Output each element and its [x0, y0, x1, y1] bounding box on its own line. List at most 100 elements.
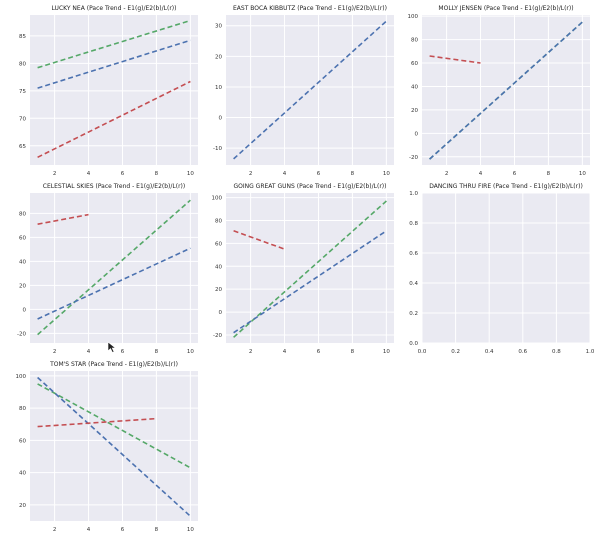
y-tick-label: 60 — [215, 241, 222, 247]
x-tick-label: 4 — [87, 349, 91, 355]
x-tick-label: 6 — [513, 171, 517, 177]
y-tick-label: 0.2 — [409, 311, 418, 317]
y-tick-label: 0.0 — [409, 341, 418, 347]
y-tick-label: 75 — [19, 89, 26, 95]
x-tick-label: 0.8 — [552, 349, 561, 355]
plot-area — [30, 15, 198, 165]
subplot-4: 2 4 6 8 10 -20 0 20 40 60 80 CELESTIAL SKIES (Pace … — [17, 183, 198, 355]
y-tick-label: 100 — [16, 374, 27, 380]
y-tick-label: 0.6 — [409, 251, 418, 257]
x-tick-label: 0.2 — [451, 349, 460, 355]
series-line-e1 — [37, 199, 191, 336]
x-tick-label: 2 — [249, 171, 253, 177]
x-tick-label: 8 — [155, 349, 159, 355]
y-tick-label: 70 — [19, 116, 26, 122]
x-tick-label: 10 — [187, 171, 194, 177]
x-tick-label: 10 — [579, 171, 586, 177]
series-line-e2 — [233, 230, 387, 334]
subplot-title: LUCKY NEA (Pace Trend - E1(g)/E2(b)/L(r)… — [52, 5, 177, 12]
y-tick-label: 65 — [19, 144, 26, 150]
y-tick-label: 20 — [215, 287, 222, 293]
y-tick-label: 80 — [215, 218, 222, 224]
y-tick-label: 0.4 — [409, 281, 418, 287]
x-tick-label: 6 — [121, 171, 125, 177]
series-line-l — [37, 417, 157, 428]
y-tick-label: 10 — [215, 85, 222, 91]
x-tick-label: 4 — [479, 171, 483, 177]
subplot-5: 2 4 6 8 10 -20 0 20 40 60 80 100 GOING GREAT GUNS (P… — [212, 183, 394, 355]
y-tick-label: -20 — [409, 155, 418, 161]
x-tick-label: 0.4 — [485, 349, 494, 355]
x-tick-label: 10 — [383, 349, 390, 355]
series-line-e1 — [37, 19, 191, 69]
series-line-e2 — [37, 247, 191, 320]
x-tick-label: 10 — [383, 171, 390, 177]
y-tick-label: 20 — [215, 54, 222, 60]
x-tick-label: 6 — [121, 527, 125, 533]
x-tick-label: 8 — [547, 171, 551, 177]
mouse-cursor-icon — [107, 341, 117, 353]
subplot-2: 2 4 6 8 10 -10 0 10 20 30 EAST BOCA KIBBUTZ (Pace … — [213, 5, 394, 177]
subplot-title: EAST BOCA KIBBUTZ (Pace Trend - E1(g)/E2… — [233, 5, 387, 12]
y-tick-label: 1.0 — [409, 191, 418, 197]
series-line-e1 — [37, 383, 191, 469]
subplot-3: 2 4 6 8 10 -20 0 20 40 60 80 100 MOLLY JENSEN (Pace … — [408, 5, 590, 177]
x-tick-label: 2 — [445, 171, 449, 177]
x-tick-label: 4 — [283, 349, 287, 355]
x-tick-label: 8 — [155, 527, 159, 533]
y-tick-label: -10 — [213, 146, 222, 152]
y-tick-label: 40 — [19, 471, 26, 477]
y-tick-label: 0 — [219, 310, 223, 316]
subplot-title: GOING GREAT GUNS (Pace Trend - E1(g)/E2(… — [234, 183, 387, 190]
series-line-e1 — [233, 200, 387, 338]
y-tick-label: 80 — [19, 406, 26, 412]
x-tick-label: 8 — [351, 171, 355, 177]
x-tick-label: 6 — [121, 349, 125, 355]
series-line-l — [429, 55, 481, 64]
subplot-7: 2 4 6 8 10 20 40 60 80 100 TOM'S STAR (Pace Trend … — [16, 361, 198, 533]
x-tick-label: 10 — [187, 349, 194, 355]
x-tick-label: 2 — [53, 527, 57, 533]
y-tick-label: 0 — [23, 307, 27, 313]
x-tick-label: 8 — [155, 171, 159, 177]
plot-area — [226, 193, 394, 343]
series-line-e2 — [37, 39, 191, 89]
y-tick-label: 20 — [411, 108, 418, 114]
y-tick-label: 20 — [19, 283, 26, 289]
y-tick-label: 80 — [411, 38, 418, 44]
y-tick-label: -20 — [213, 333, 222, 339]
series-line-l — [233, 230, 285, 250]
x-tick-label: 2 — [249, 349, 253, 355]
subplot-6: 0.0 0.2 0.4 0.6 0.8 1.0 0.0 0.2 0.4 0.6 0.8 1.0 DANC… — [409, 183, 595, 355]
y-tick-label: 0 — [219, 116, 223, 122]
series-line-e2 — [429, 21, 583, 160]
x-tick-label: 6 — [317, 171, 321, 177]
y-tick-label: 30 — [215, 24, 222, 30]
y-tick-label: 100 — [212, 196, 223, 202]
y-tick-label: 0.8 — [409, 221, 418, 227]
x-tick-label: 2 — [53, 349, 57, 355]
y-tick-label: 60 — [19, 438, 26, 444]
x-tick-label: 4 — [283, 171, 287, 177]
y-tick-label: 60 — [19, 235, 26, 241]
y-tick-label: 100 — [408, 14, 419, 20]
y-tick-label: 0 — [415, 131, 419, 137]
y-tick-label: 40 — [411, 84, 418, 90]
x-tick-label: 10 — [187, 527, 194, 533]
x-tick-label: 8 — [351, 349, 355, 355]
x-tick-label: 6 — [317, 349, 321, 355]
series-line-l — [37, 80, 191, 159]
x-tick-label: 2 — [53, 171, 57, 177]
y-tick-label: 40 — [19, 259, 26, 265]
x-tick-label: 4 — [87, 171, 91, 177]
y-tick-label: -20 — [17, 331, 26, 337]
subplot-1: 2 4 6 8 10 65 70 75 80 85 LUCKY NEA (Pace Trend - … — [19, 5, 198, 177]
y-tick-label: 85 — [19, 34, 26, 40]
x-tick-label: 1.0 — [586, 349, 595, 355]
series-line-e2 — [233, 20, 387, 160]
subplot-title: MOLLY JENSEN (Pace Trend - E1(g)/E2(b)/L… — [438, 5, 573, 12]
y-tick-label: 60 — [411, 61, 418, 67]
plot-area — [422, 193, 590, 343]
series-line-e2 — [37, 376, 191, 517]
subplot-title: TOM'S STAR (Pace Trend - E1(g)/E2(b)/L(r… — [49, 361, 178, 368]
